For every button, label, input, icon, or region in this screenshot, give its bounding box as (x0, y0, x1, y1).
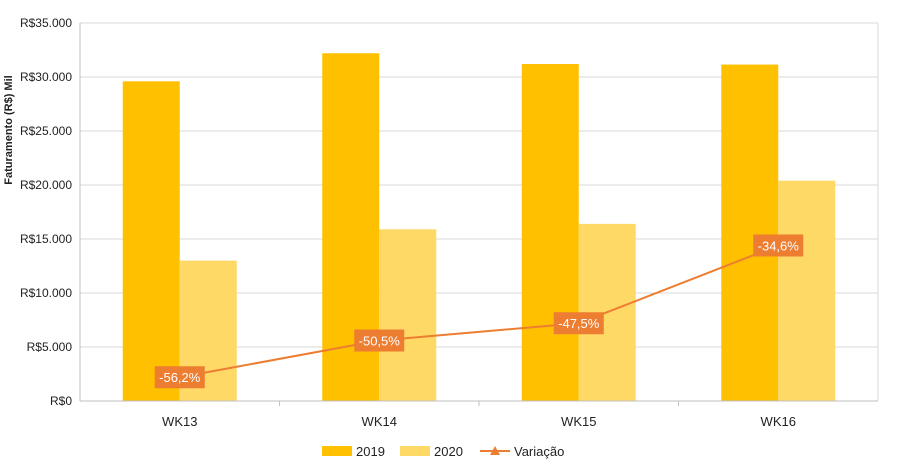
data-label-box (753, 234, 804, 257)
variation-line-path (179, 244, 779, 379)
legend: 2019 2020 Variação (322, 444, 564, 459)
bar-2020-WK16 (778, 180, 836, 401)
data-label: -50,5% (359, 334, 401, 349)
bar-2019-WK13 (122, 81, 180, 401)
bars (122, 53, 836, 402)
legend-entry: Variação (514, 444, 564, 459)
data-label: -47,5% (558, 316, 600, 331)
data-label-box (553, 312, 604, 335)
y-tick-label: R$35.000 (20, 16, 72, 30)
y-tick-label: R$15.000 (20, 232, 72, 246)
x-tick-label: WK15 (561, 414, 596, 429)
y-tick-label: R$10.000 (20, 286, 72, 300)
y-tick-label: R$20.000 (20, 178, 72, 192)
y-tick-label: R$30.000 (20, 70, 72, 84)
y-tick-label: R$5.000 (27, 340, 73, 354)
x-axis: WK13 WK14 WK15 WK16 (80, 400, 878, 429)
legend-swatch-2019 (322, 446, 352, 456)
y-axis: R$0 R$5.000 R$10.000 R$15.000 R$20.000 R$25.0… (20, 16, 879, 408)
legend-entry: 2020 (434, 444, 463, 459)
x-tick-label: WK13 (162, 414, 197, 429)
legend-entry: 2019 (356, 444, 385, 459)
y-axis-label: Faturamento (R$) Mil (3, 75, 15, 184)
data-label: -34,6% (758, 238, 800, 253)
y-tick-label: R$0 (50, 394, 72, 408)
data-label-box (354, 329, 405, 352)
x-tick-label: WK14 (362, 414, 397, 429)
legend-triangle-marker (490, 446, 500, 455)
variation-line: -56,2% -50,5% -47,5% -34,6% (154, 234, 804, 389)
bar-2019-WK15 (521, 64, 579, 401)
x-tick-label: WK16 (761, 414, 796, 429)
bar-2019-WK16 (721, 64, 779, 401)
y-tick-label: R$25.000 (20, 124, 72, 138)
data-label-box (154, 366, 205, 389)
data-label: -56,2% (159, 370, 201, 385)
bar-2020-WK14 (379, 229, 437, 401)
legend-swatch-2020 (400, 446, 430, 456)
